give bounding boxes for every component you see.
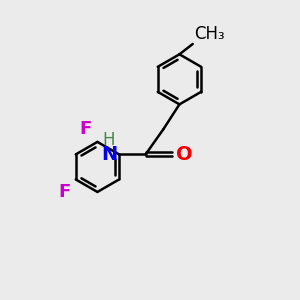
Text: N: N: [101, 145, 118, 164]
Text: CH₃: CH₃: [194, 25, 225, 43]
Text: F: F: [79, 120, 92, 138]
Text: H: H: [103, 131, 115, 149]
Text: O: O: [176, 145, 192, 164]
Text: F: F: [58, 183, 70, 201]
